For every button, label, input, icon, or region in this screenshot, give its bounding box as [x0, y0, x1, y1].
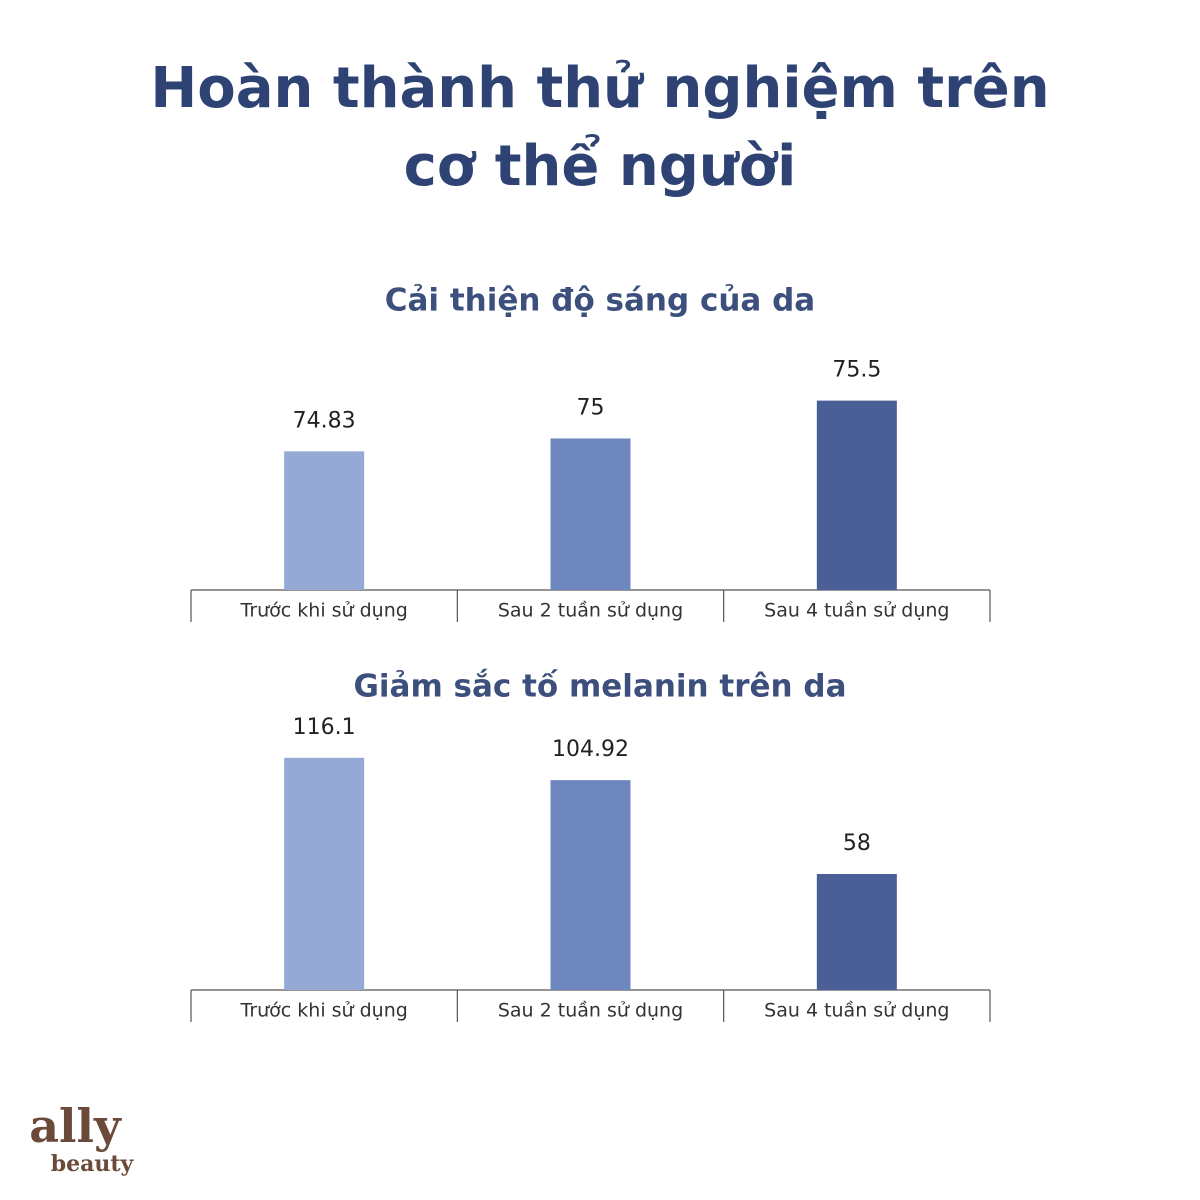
value-label: 116.1: [293, 715, 356, 740]
bar: [284, 757, 365, 990]
bar: [816, 874, 897, 990]
x-tick-label: Trước khi sử dụng: [240, 1000, 408, 1022]
value-label: 75: [577, 395, 605, 420]
bar: [284, 451, 365, 590]
value-label: 104.92: [552, 737, 629, 762]
value-label: 74.83: [293, 408, 356, 433]
logo-name: ally: [29, 1099, 122, 1153]
bar: [816, 400, 897, 590]
x-tick-label: Sau 4 tuần sử dụng: [764, 1000, 949, 1022]
value-label: 75.5: [832, 358, 881, 383]
bar: [550, 438, 631, 590]
x-tick-label: Trước khi sử dụng: [240, 600, 408, 622]
main-title: cơ thể người: [404, 134, 797, 199]
logo-sub: beauty: [51, 1151, 135, 1177]
x-tick-label: Sau 2 tuần sử dụng: [498, 600, 683, 622]
bar: [550, 780, 631, 990]
chart-title: Cải thiện độ sáng của da: [385, 283, 815, 319]
x-tick-label: Sau 4 tuần sử dụng: [764, 600, 949, 622]
value-label: 58: [843, 831, 871, 856]
chart-title: Giảm sắc tố melanin trên da: [353, 669, 846, 705]
x-tick-label: Sau 2 tuần sử dụng: [498, 1000, 683, 1022]
main-title: Hoàn thành thử nghiệm trên: [150, 56, 1049, 121]
